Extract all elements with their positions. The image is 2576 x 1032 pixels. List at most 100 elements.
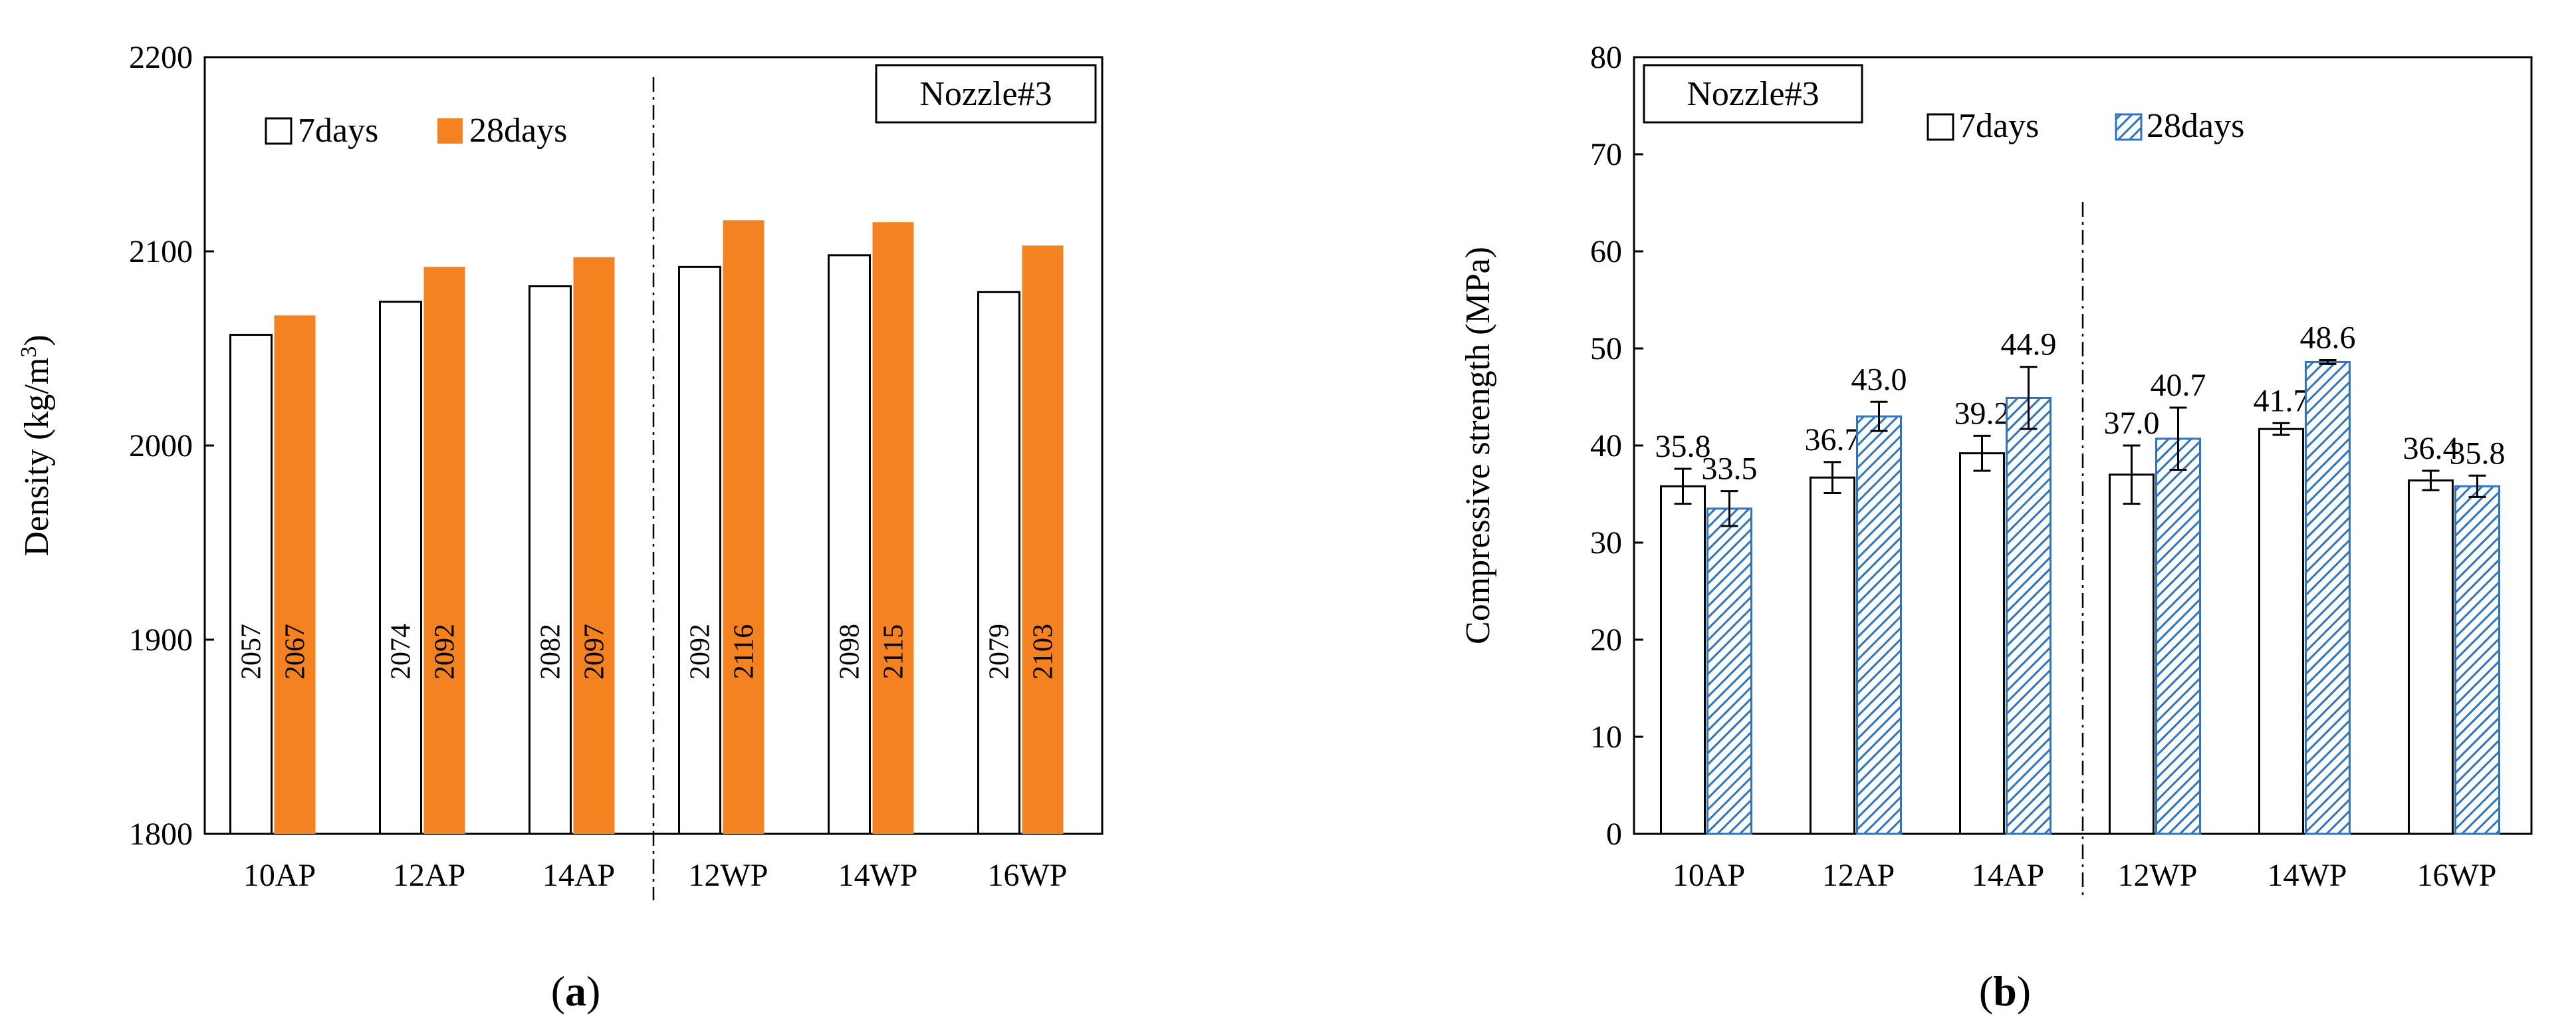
panel-a-y-tick-label: 2100 <box>129 234 193 269</box>
panel-b-legend-label-28days: 28days <box>2147 107 2244 145</box>
panel-a-badge: Nozzle#3 <box>875 64 1097 124</box>
panel-a-x-tick-label-12ap: 12AP <box>393 858 465 893</box>
panel-a-legend-label-7days: 7days <box>298 112 378 150</box>
panel-b-bar-7days-12ap <box>1810 476 1855 835</box>
panel-b-y-tick-label: 30 <box>1590 525 1622 561</box>
panel-a-value-label-28days-10ap: 2067 <box>281 624 311 680</box>
panel-a-bar-28days-16wp <box>1022 245 1064 834</box>
panel-a-value-label-7days-14ap: 2082 <box>536 624 566 680</box>
panel-a-x-tick-label-14wp: 14WP <box>838 858 918 893</box>
panel-a-bar-28days-12wp <box>723 220 764 834</box>
panel-a-legend-swatch-28days <box>437 118 463 144</box>
panel-b-value-label-28days-14wp: 48.6 <box>2300 321 2356 356</box>
panel-b-bar-28days-14wp <box>2305 360 2351 835</box>
panel-a-x-tick-label-12wp: 12WP <box>689 858 768 893</box>
panel-b-value-label-28days-10ap: 33.5 <box>1702 452 1758 487</box>
panel-b-y-tick-label: 60 <box>1590 234 1622 269</box>
panel-b-x-tick-labels: 10AP 12AP 14AP 12WP 14WP 16WP <box>1673 858 2497 893</box>
panel-b-bar-7days-12wp <box>2109 473 2155 835</box>
panel-a-y-tick-label: 1900 <box>129 622 193 658</box>
panel-a-bar-7days-14ap <box>528 285 572 835</box>
panel-a-bar-28days-14wp <box>872 222 914 834</box>
panel-b-y-axis-label: Compressive strength (MPa) <box>1459 247 1497 644</box>
panel-a-value-label-7days-10ap: 2057 <box>237 624 267 680</box>
panel-b-bar-7days-14wp <box>2258 428 2304 835</box>
panel-b-y-tick-label: 0 <box>1606 817 1622 852</box>
panel-b-bar-7days-16wp <box>2408 479 2454 835</box>
panel-a-bar-7days-10ap <box>229 334 273 835</box>
panel-a-value-label-7days-12ap: 2074 <box>386 624 417 680</box>
panel-b-x-tick-label-14wp: 14WP <box>2268 858 2347 893</box>
panel-b-bar-7days-14ap <box>1959 452 2005 835</box>
panel-b-value-label-7days-12wp: 37.0 <box>2104 406 2160 441</box>
panel-a-value-label-28days-14ap: 2097 <box>580 624 610 680</box>
panel-b-value-label-7days-12ap: 36.7 <box>1805 422 1861 457</box>
panel-b-value-label-7days-14ap: 39.2 <box>1954 396 2010 431</box>
panel-b-bar-28days-12wp <box>2155 438 2201 835</box>
panel-a-value-label-7days-16wp: 2079 <box>985 624 1015 680</box>
panel-a-density-chart: 1800 1900 2000 2100 2200 2057 2074 2082 2092 209… <box>17 40 1104 1015</box>
panel-b-y-tick-label: 40 <box>1590 428 1622 463</box>
panel-a-y-axis-label-text: Density (kg/m3) <box>17 334 57 556</box>
panel-a-y-tick-label: 2000 <box>129 428 193 463</box>
panel-b-strength-chart: 0 10 20 30 40 50 60 70 80 35.8 36.7 39.2 37.0 41.7 36… <box>1459 40 2533 1015</box>
panel-a-bars: 2057 2074 2082 2092 2098 2079 2067 2092 2097 2116… <box>229 220 1064 835</box>
panel-b-y-tick-label: 80 <box>1590 40 1622 75</box>
panel-b-x-tick-label-16wp: 16WP <box>2417 858 2497 893</box>
panel-b-badge: Nozzle#3 <box>1643 64 1863 124</box>
panel-a-legend-swatch-7days <box>265 117 293 145</box>
panel-b-x-tick-label-14ap: 14AP <box>1972 858 2044 893</box>
panel-a-value-label-7days-12wp: 2092 <box>685 624 716 680</box>
panel-a-bar-28days-10ap <box>274 315 316 834</box>
panel-b-legend-label-7days: 7days <box>1958 107 2039 145</box>
panel-a-bar-28days-12ap <box>423 267 465 834</box>
panel-a-x-tick-label-16wp: 16WP <box>988 858 1068 893</box>
panel-b-y-tick-label: 70 <box>1590 137 1622 172</box>
panel-a-y-ticks: 1800 1900 2000 2100 2200 <box>129 40 214 852</box>
panel-a-value-label-28days-16wp: 2103 <box>1028 624 1059 680</box>
panel-a-y-tick-label: 2200 <box>129 40 193 75</box>
panel-b-value-label-28days-14ap: 44.9 <box>2001 327 2057 362</box>
panel-b-legend-swatch-7days <box>1927 113 1954 141</box>
panel-b-y-tick-label: 20 <box>1590 622 1622 658</box>
panel-a-legend-label-28days: 28days <box>469 112 567 150</box>
panel-b-value-label-7days-10ap: 35.8 <box>1655 429 1711 464</box>
panel-b-x-tick-label-12ap: 12AP <box>1822 858 1895 893</box>
panel-b-y-tick-label: 50 <box>1590 331 1622 366</box>
panel-a-value-label-28days-12ap: 2092 <box>430 624 461 680</box>
panel-a-value-label-28days-12wp: 2116 <box>729 624 760 679</box>
panel-b-x-tick-label-10ap: 10AP <box>1673 858 1745 893</box>
panel-b-bar-28days-10ap <box>1706 507 1752 835</box>
panel-a-legend: 7days 28days <box>265 112 567 150</box>
panel-b-y-tick-label: 10 <box>1590 719 1622 755</box>
panel-a-badge-text: Nozzle#3 <box>919 75 1052 113</box>
panel-b-value-label-28days-16wp: 35.8 <box>2450 436 2506 471</box>
panel-b-bar-28days-12ap <box>1856 415 1902 835</box>
panel-a-bar-7days-14wp <box>828 254 871 835</box>
panel-b-value-label-7days-14wp: 41.7 <box>2254 383 2309 418</box>
panel-a-y-axis-label: Density (kg/m3) <box>17 334 57 556</box>
panel-a-value-label-7days-14wp: 2098 <box>835 624 866 680</box>
panel-a-bar-28days-14ap <box>573 257 615 834</box>
panel-a-x-tick-labels: 10AP 12AP 14AP 12WP 14WP 16WP <box>243 858 1068 893</box>
panel-b-bar-28days-14ap <box>2006 396 2051 835</box>
panel-a-caption: (a) <box>551 968 601 1015</box>
panel-b-value-label-28days-12ap: 43.0 <box>1851 362 1907 397</box>
panel-b-legend: 7days 28days <box>1927 107 2244 145</box>
panel-b-legend-swatch-28days <box>2115 113 2143 141</box>
panel-b-x-tick-label-12wp: 12WP <box>2118 858 2198 893</box>
panel-b-value-label-28days-12wp: 40.7 <box>2151 368 2206 403</box>
panel-a-bar-7days-12wp <box>678 265 721 835</box>
panel-b-bar-28days-16wp <box>2454 485 2500 835</box>
panel-b-value-label-7days-16wp: 36.4 <box>2403 431 2459 466</box>
panel-a-bar-7days-12ap <box>379 301 422 835</box>
panel-b-badge-text: Nozzle#3 <box>1687 75 1819 113</box>
panel-b-bar-7days-10ap <box>1660 485 1706 835</box>
panel-b-bars: 35.8 36.7 39.2 37.0 41.7 36.4 33.5 43.0 44.9 40.7… <box>1655 321 2506 835</box>
panel-b-caption: (b) <box>1979 968 2031 1015</box>
panel-a-y-tick-label: 1800 <box>129 817 193 852</box>
panel-a-value-label-28days-14wp: 2115 <box>879 624 909 679</box>
panel-a-x-tick-label-14ap: 14AP <box>542 858 615 893</box>
panel-a-x-tick-label-10ap: 10AP <box>243 858 316 893</box>
panel-a-bar-7days-16wp <box>977 291 1020 835</box>
